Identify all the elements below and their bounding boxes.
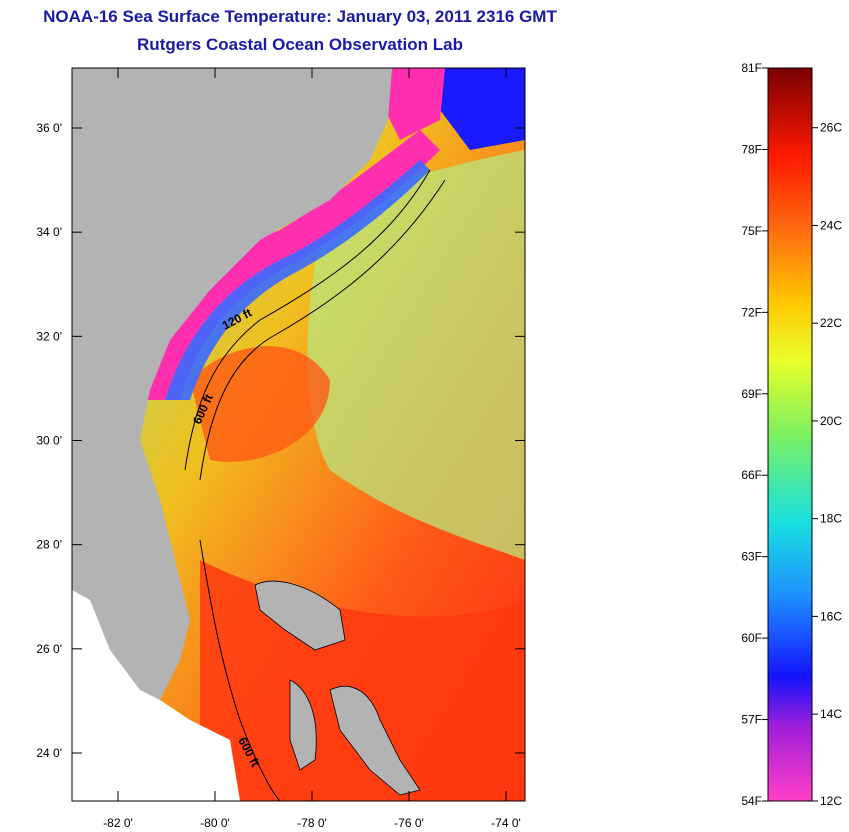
gulf-stream-warm	[190, 346, 330, 462]
colorbar-fahrenheit-labels: 81F 78F 75F 72F 69F 66F 63F 60F 57F 54F	[741, 61, 768, 808]
colorbar-f-label: 54F	[741, 794, 762, 808]
land-bahamas-north	[254, 580, 346, 651]
colorbar-f-label: 69F	[741, 387, 762, 401]
cool-shelf-band	[165, 160, 430, 400]
colorbar-f-label: 63F	[741, 550, 762, 564]
colorbar-f-label: 57F	[741, 713, 762, 727]
lon-label: -80 0'	[200, 816, 230, 830]
colorbar-f-label: 72F	[741, 305, 762, 319]
colorbar-c-label: 22C	[820, 316, 842, 330]
lat-label: 32 0'	[36, 329, 62, 343]
lat-label: 24 0'	[36, 746, 62, 760]
land-bahamas-south	[329, 685, 421, 796]
land-bahamas-andros	[289, 679, 317, 771]
map-area	[72, 68, 525, 801]
lat-label: 34 0'	[36, 225, 62, 239]
map-border	[71, 67, 526, 802]
cold-north-water	[440, 68, 525, 150]
florida-bay-area	[72, 590, 240, 801]
colorbar-f-label: 75F	[741, 224, 762, 238]
colorbar-c-label: 26C	[820, 121, 842, 135]
lon-label: -76 0'	[394, 816, 424, 830]
colorbar-f-label: 78F	[741, 142, 762, 156]
colorbar-c-label: 18C	[820, 512, 842, 526]
longitude-axis: -82 0' -80 0' -78 0' -76 0' -74 0'	[103, 68, 521, 830]
colorbar-c-label: 24C	[820, 218, 842, 232]
colorbar-f-label: 81F	[741, 61, 762, 75]
lon-label: -78 0'	[297, 816, 327, 830]
land-mainland	[72, 68, 392, 700]
contour-120ft	[184, 169, 431, 471]
colorbar-c-label: 20C	[820, 414, 842, 428]
colorbar	[767, 67, 813, 802]
map-title: NOAA-16 Sea Surface Temperature: January…	[43, 7, 557, 26]
colorbar-celsius-labels: 26C 24C 22C 20C 18C 16C 14C 12C	[812, 121, 842, 808]
lat-label: 30 0'	[36, 434, 62, 448]
colorbar-f-label: 60F	[741, 631, 762, 645]
colorbar-c-label: 12C	[820, 794, 842, 808]
colorbar-f-label: 66F	[741, 468, 762, 482]
colorbar-c-label: 14C	[820, 707, 842, 721]
lat-label: 36 0'	[36, 121, 62, 135]
latitude-axis: 36 0' 34 0' 32 0' 30 0' 28 0' 26 0' 24 0'	[36, 121, 525, 760]
map-subtitle: Rutgers Coastal Ocean Observation Lab	[137, 35, 463, 54]
lat-label: 28 0'	[36, 538, 62, 552]
ocean-mid-band	[307, 150, 525, 560]
lon-label: -82 0'	[103, 816, 133, 830]
contour-600ft	[199, 179, 446, 481]
lon-label: -74 0'	[491, 816, 521, 830]
contour-600ft-south	[199, 539, 281, 801]
cold-north-coastal	[385, 68, 445, 140]
colorbar-c-label: 16C	[820, 609, 842, 623]
lat-label: 26 0'	[36, 642, 62, 656]
